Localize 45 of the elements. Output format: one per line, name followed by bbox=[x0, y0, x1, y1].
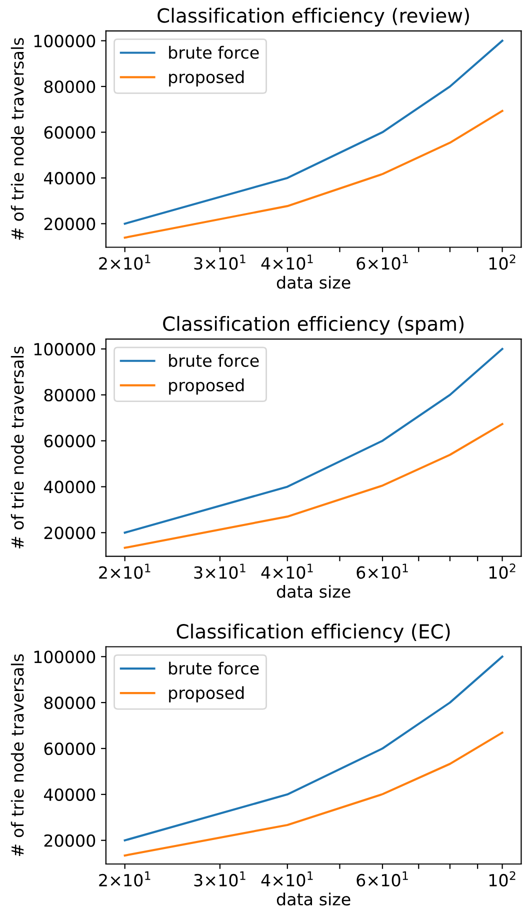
y-tick-label: 80000 bbox=[44, 80, 96, 94]
y-tick-label: 100000 bbox=[34, 342, 96, 356]
legend-label: brute force bbox=[169, 354, 259, 367]
y-tick-label: 40000 bbox=[44, 480, 96, 494]
x-tick-label: 10$^{2}$ bbox=[489, 871, 516, 886]
chart-title: Classification efficiency (EC) bbox=[176, 624, 450, 642]
y-tick-label: 60000 bbox=[44, 434, 96, 448]
chart-title: Classification efficiency (review) bbox=[158, 8, 469, 27]
x-tick-label: 6×10$^{1}$ bbox=[356, 254, 408, 270]
y-tick-label: 20000 bbox=[44, 834, 96, 847]
x-tick-label: 10$^{2}$ bbox=[489, 564, 516, 579]
x-tick-label: 4×10$^{1}$ bbox=[261, 564, 313, 579]
x-tick-label: 4×10$^{1}$ bbox=[261, 871, 313, 887]
chart-title: Classification efficiency (spam) bbox=[163, 316, 464, 335]
y-tick-label: 60000 bbox=[44, 126, 96, 139]
legend-label: brute force bbox=[169, 662, 259, 675]
y-axis-title: # of trie node traversals bbox=[10, 346, 24, 548]
y-tick-label: 40000 bbox=[44, 172, 96, 185]
x-tick-label: 6×10$^{1}$ bbox=[356, 564, 408, 579]
y-axis-title: # of trie node traversals bbox=[10, 654, 24, 856]
y-tick-label: 20000 bbox=[44, 218, 96, 230]
y-tick-label: 20000 bbox=[44, 526, 96, 540]
x-tick-label: 3×10$^{1}$ bbox=[194, 254, 246, 270]
x-tick-label: 2×10$^{1}$ bbox=[99, 871, 150, 887]
y-tick-label: 80000 bbox=[44, 696, 96, 710]
y-tick-label: 100000 bbox=[34, 34, 96, 48]
y-tick-label: 60000 bbox=[44, 742, 96, 756]
x-axis-title: data size bbox=[276, 892, 350, 906]
x-axis-title: data size bbox=[276, 276, 350, 289]
x-tick-label: 3×10$^{1}$ bbox=[194, 564, 246, 579]
x-tick-label: 2×10$^{1}$ bbox=[99, 564, 150, 579]
y-tick-label: 80000 bbox=[44, 388, 96, 402]
x-tick-label: 2×10$^{1}$ bbox=[99, 254, 150, 270]
y-tick-label: 100000 bbox=[34, 650, 96, 664]
legend-label: proposed bbox=[169, 70, 244, 86]
legend-label: proposed bbox=[169, 378, 244, 395]
y-axis-title: # of trie node traversals bbox=[10, 38, 24, 240]
x-axis-title: data size bbox=[276, 584, 350, 598]
x-tick-label: 10$^{2}$ bbox=[489, 254, 516, 270]
legend-label: brute force bbox=[169, 46, 259, 59]
legend-label: proposed bbox=[169, 686, 244, 702]
x-tick-label: 3×10$^{1}$ bbox=[194, 871, 246, 887]
x-tick-label: 6×10$^{1}$ bbox=[356, 871, 408, 887]
y-tick-label: 40000 bbox=[44, 788, 96, 801]
x-tick-label: 4×10$^{1}$ bbox=[261, 254, 313, 270]
